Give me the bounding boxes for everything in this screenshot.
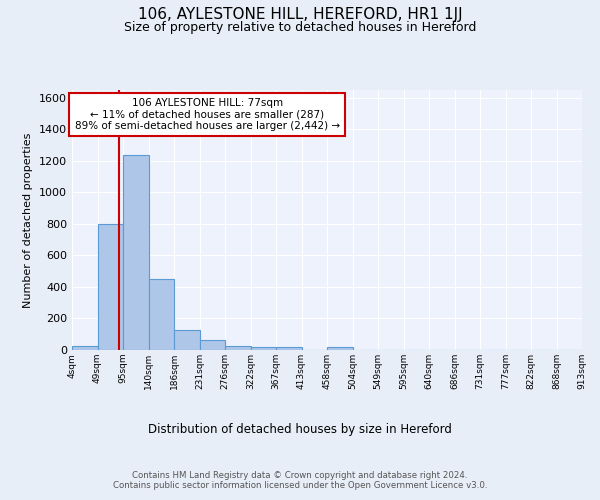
Y-axis label: Number of detached properties: Number of detached properties <box>23 132 34 308</box>
Bar <box>199 340 225 350</box>
Bar <box>174 330 199 350</box>
Text: Distribution of detached houses by size in Hereford: Distribution of detached houses by size … <box>148 422 452 436</box>
Text: 106, AYLESTONE HILL, HEREFORD, HR1 1JJ: 106, AYLESTONE HILL, HEREFORD, HR1 1JJ <box>137 8 463 22</box>
Bar <box>123 154 149 350</box>
Bar <box>225 346 251 350</box>
Bar <box>276 347 302 350</box>
Text: Contains HM Land Registry data © Crown copyright and database right 2024.
Contai: Contains HM Land Registry data © Crown c… <box>113 470 487 490</box>
Bar <box>327 347 353 350</box>
Bar <box>97 224 123 350</box>
Bar <box>72 346 97 350</box>
Bar <box>149 279 174 350</box>
Text: 106 AYLESTONE HILL: 77sqm
← 11% of detached houses are smaller (287)
89% of semi: 106 AYLESTONE HILL: 77sqm ← 11% of detac… <box>74 98 340 131</box>
Bar <box>251 347 276 350</box>
Text: Size of property relative to detached houses in Hereford: Size of property relative to detached ho… <box>124 21 476 34</box>
